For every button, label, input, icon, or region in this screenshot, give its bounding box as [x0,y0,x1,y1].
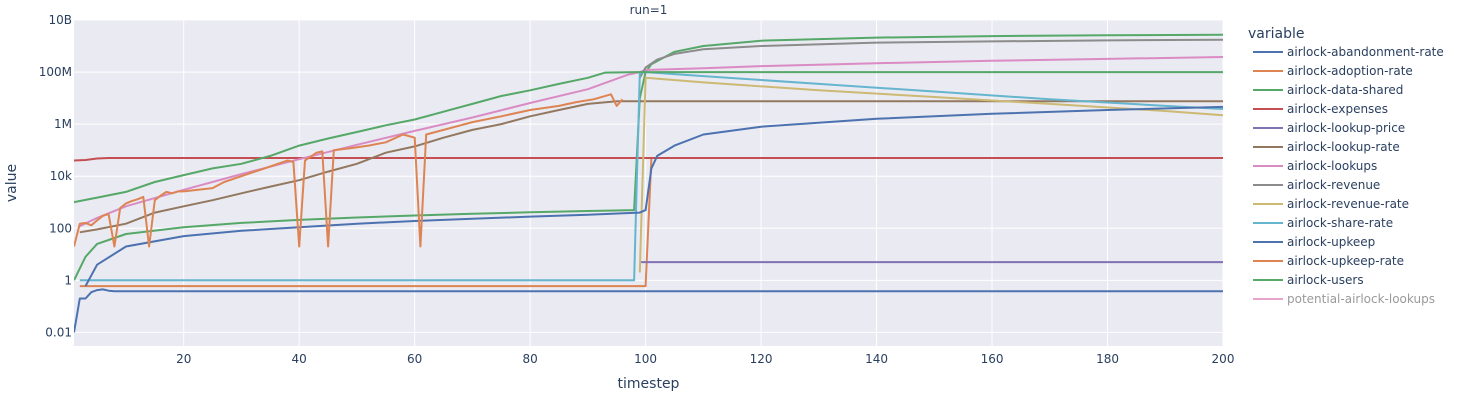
legend-label: airlock-expenses [1287,102,1388,116]
x-tick-label: 180 [1096,352,1119,366]
y-tick-label: 100M [39,65,72,79]
legend-item-potential-airlock-lookups[interactable]: potential-airlock-lookups [1253,292,1435,306]
x-tick-label: 60 [407,352,422,366]
x-axis-title: timestep [618,376,680,392]
series-line-airlock-lookups [79,56,1223,228]
legend-item-airlock-upkeep-rate[interactable]: airlock-upkeep-rate [1253,254,1404,268]
y-tick-label: 10k [50,169,72,183]
y-axis-title: value [4,164,20,202]
series-line-airlock-data-shared [74,33,1223,281]
y-tick-label: 10B [48,13,72,27]
series-line-airlock-upkeep-rate [74,93,624,248]
legend-label: airlock-share-rate [1287,216,1393,230]
legend-item-airlock-lookup-rate[interactable]: airlock-lookup-rate [1253,140,1400,154]
legend-label: potential-airlock-lookups [1287,292,1435,306]
series-line-airlock-upkeep [84,105,1223,287]
series-line-airlock-lookup-rate [79,100,1223,234]
x-tick-label: 140 [865,352,888,366]
legend-title: variable [1248,26,1304,42]
legend-item-airlock-lookup-price[interactable]: airlock-lookup-price [1253,121,1405,135]
x-tick-label: 120 [750,352,773,366]
x-tick-label: 20 [176,352,191,366]
legend: variable airlock-abandonment-rate airlock-… [1248,26,1444,306]
legend-label: airlock-upkeep [1287,235,1375,249]
legend-label: airlock-adoption-rate [1287,64,1413,78]
legend-item-airlock-data-shared[interactable]: airlock-data-shared [1253,83,1403,97]
series-line-airlock-revenue [638,38,1223,79]
legend-label: airlock-revenue-rate [1287,197,1409,211]
legend-label: airlock-revenue [1287,178,1380,192]
y-tick-label: 0.01 [45,325,72,339]
legend-label: airlock-abandonment-rate [1287,45,1444,59]
legend-item-airlock-share-rate[interactable]: airlock-share-rate [1253,216,1393,230]
legend-item-airlock-expenses[interactable]: airlock-expenses [1253,102,1388,116]
legend-item-airlock-adoption-rate[interactable]: airlock-adoption-rate [1253,64,1413,78]
y-tick-label: 1M [54,117,72,131]
facet-title: run=1 [630,3,668,17]
legend-item-airlock-lookups[interactable]: airlock-lookups [1253,159,1377,173]
series-group [74,33,1223,333]
x-tick-label: 100 [634,352,657,366]
y-tick-label: 100 [49,221,72,235]
x-tick-label: 80 [522,352,537,366]
legend-item-airlock-revenue-rate[interactable]: airlock-revenue-rate [1253,197,1409,211]
series-line-airlock-users [74,71,1223,204]
legend-item-airlock-users[interactable]: airlock-users [1253,273,1364,287]
x-tick-label: 160 [981,352,1004,366]
legend-item-airlock-abandonment-rate[interactable]: airlock-abandonment-rate [1253,45,1444,59]
legend-label: airlock-lookup-rate [1287,140,1400,154]
y-tick-label: 1 [64,273,72,287]
legend-item-airlock-revenue[interactable]: airlock-revenue [1253,178,1380,192]
legend-item-airlock-upkeep[interactable]: airlock-upkeep [1253,235,1375,249]
legend-label: airlock-upkeep-rate [1287,254,1404,268]
series-line-airlock-share-rate [79,71,1223,282]
series-line-airlock-expenses [74,157,1223,162]
legend-label: airlock-lookup-price [1287,121,1405,135]
x-tick-label: 40 [292,352,307,366]
x-tick-label: 200 [1212,352,1235,366]
legend-label: airlock-lookups [1287,159,1377,173]
legend-label: airlock-data-shared [1287,83,1403,97]
legend-label: airlock-users [1287,273,1364,287]
series-line-airlock-abandonment-rate [74,288,1223,333]
